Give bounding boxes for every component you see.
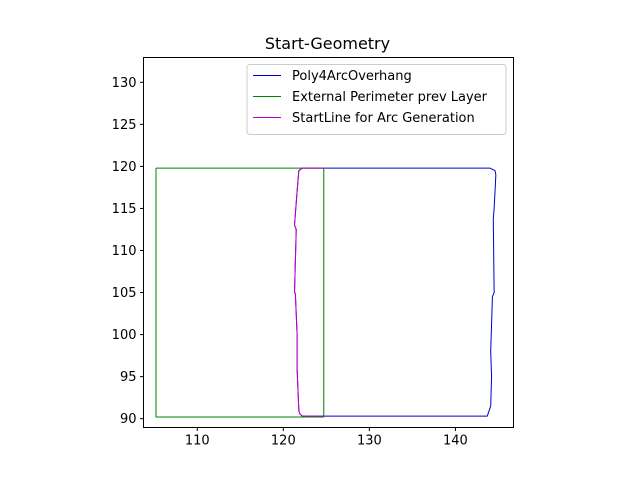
y-tick-label-1: 95: [120, 370, 137, 385]
legend-label-1: External Perimeter prev Layer: [292, 90, 488, 105]
series-line-0: [294, 167, 497, 417]
y-tick-label-4: 110: [112, 244, 137, 259]
series-line-1: [155, 167, 325, 418]
y-tick-label-0: 90: [120, 412, 137, 427]
legend-label-0: Poly4ArcOverhang: [292, 69, 412, 84]
x-tick-label-0: 110: [185, 434, 210, 449]
x-tick-label-3: 140: [443, 434, 468, 449]
y-tick-label-8: 130: [112, 76, 137, 91]
y-tick-label-2: 100: [112, 328, 137, 343]
x-tick-label-1: 120: [271, 434, 296, 449]
legend-label-2: StartLine for Arc Generation: [292, 111, 475, 126]
y-tick-label-5: 115: [112, 202, 137, 217]
y-tick-label-7: 125: [112, 118, 137, 133]
axes-frame: [143, 57, 514, 428]
y-tick-label-6: 120: [112, 160, 137, 175]
series-line-2: [294, 167, 324, 417]
legend-box: [246, 64, 507, 135]
y-tick-label-3: 105: [112, 286, 137, 301]
chart-title: Start-Geometry: [265, 34, 390, 53]
legend: Poly4ArcOverhang External Perimeter prev …: [246, 64, 507, 135]
plot-area: [155, 167, 497, 418]
x-tick-label-2: 130: [357, 434, 382, 449]
axis-ticks: 110 120 130 140 90 95 100 105 110 115 120 125 130: [112, 76, 468, 449]
